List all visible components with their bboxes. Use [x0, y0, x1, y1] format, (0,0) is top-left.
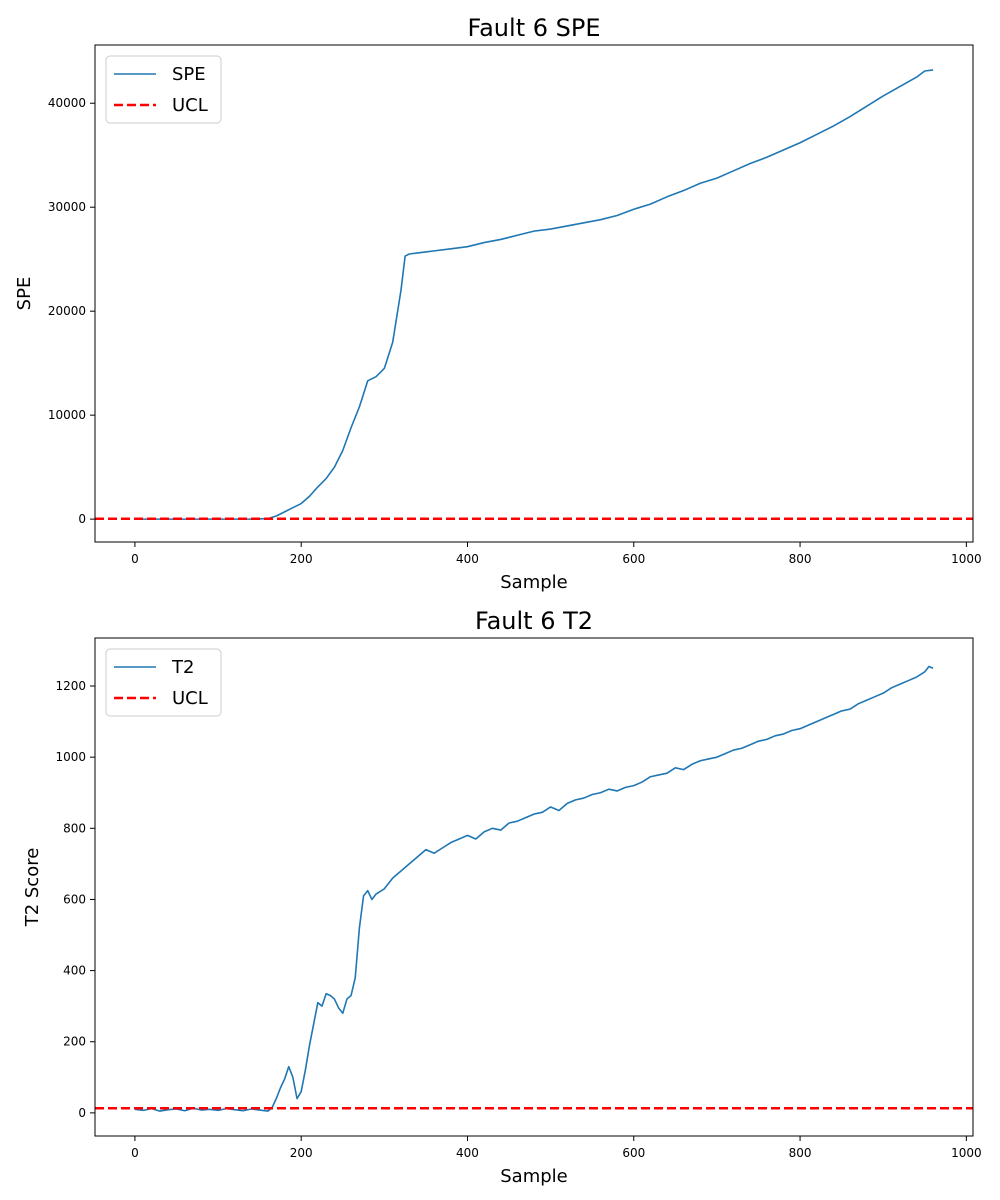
y-tick-label: 600: [63, 892, 86, 906]
x-tick-label: 600: [622, 1146, 645, 1160]
x-tick-label: 200: [290, 552, 313, 566]
y-tick-label: 1200: [55, 679, 86, 693]
x-axis-label: Sample: [500, 572, 568, 593]
y-tick-label: 200: [63, 1035, 86, 1049]
y-tick-label: 1000: [55, 750, 86, 764]
legend-label-t2: T2: [171, 657, 194, 678]
legend-label-spe: SPE: [172, 64, 206, 85]
x-tick-label: 0: [131, 552, 139, 566]
x-tick-label: 1000: [951, 552, 982, 566]
y-tick-label: 10000: [48, 408, 86, 422]
y-tick-label: 0: [78, 1106, 86, 1120]
x-tick-label: 800: [789, 1146, 812, 1160]
x-tick-label: 1000: [951, 1146, 982, 1160]
series-line-spe: [134, 69, 934, 520]
chart-title: Fault 6 SPE: [468, 14, 601, 42]
y-tick-label: 30000: [48, 200, 86, 214]
y-tick-label: 40000: [48, 96, 86, 110]
x-tick-label: 400: [456, 552, 479, 566]
plot-frame: [94, 44, 974, 543]
x-tick-label: 400: [456, 1146, 479, 1160]
chart-panel-1: 0 200 400 600 800 1000010000200003000040000Fa…: [14, 14, 982, 593]
x-tick-label: 0: [131, 1146, 139, 1160]
x-tick-label: 800: [789, 552, 812, 566]
series-line-t2: [134, 665, 934, 1112]
x-axis-label: Sample: [500, 1166, 568, 1187]
y-tick-label: 0: [78, 512, 86, 526]
x-tick-label: 600: [622, 552, 645, 566]
x-tick-label: 200: [290, 1146, 313, 1160]
legend: SPE UCL: [105, 55, 222, 124]
chart-panel-2: 0 200 400 600 800 1000 0 200 400 600 800 1000 1200 Fa…: [22, 607, 982, 1187]
y-tick-label: 800: [63, 821, 86, 835]
legend-label-ucl: UCL: [172, 95, 208, 116]
y-tick-label: 400: [63, 964, 86, 978]
legend: T2 UCL: [105, 648, 222, 717]
y-axis-label: T2 Score: [22, 848, 43, 928]
chart-title: Fault 6 T2: [475, 607, 593, 635]
legend-label-ucl: UCL: [172, 688, 208, 709]
plot-frame: [94, 637, 974, 1137]
y-tick-label: 20000: [48, 304, 86, 318]
y-axis-label: SPE: [14, 277, 35, 311]
